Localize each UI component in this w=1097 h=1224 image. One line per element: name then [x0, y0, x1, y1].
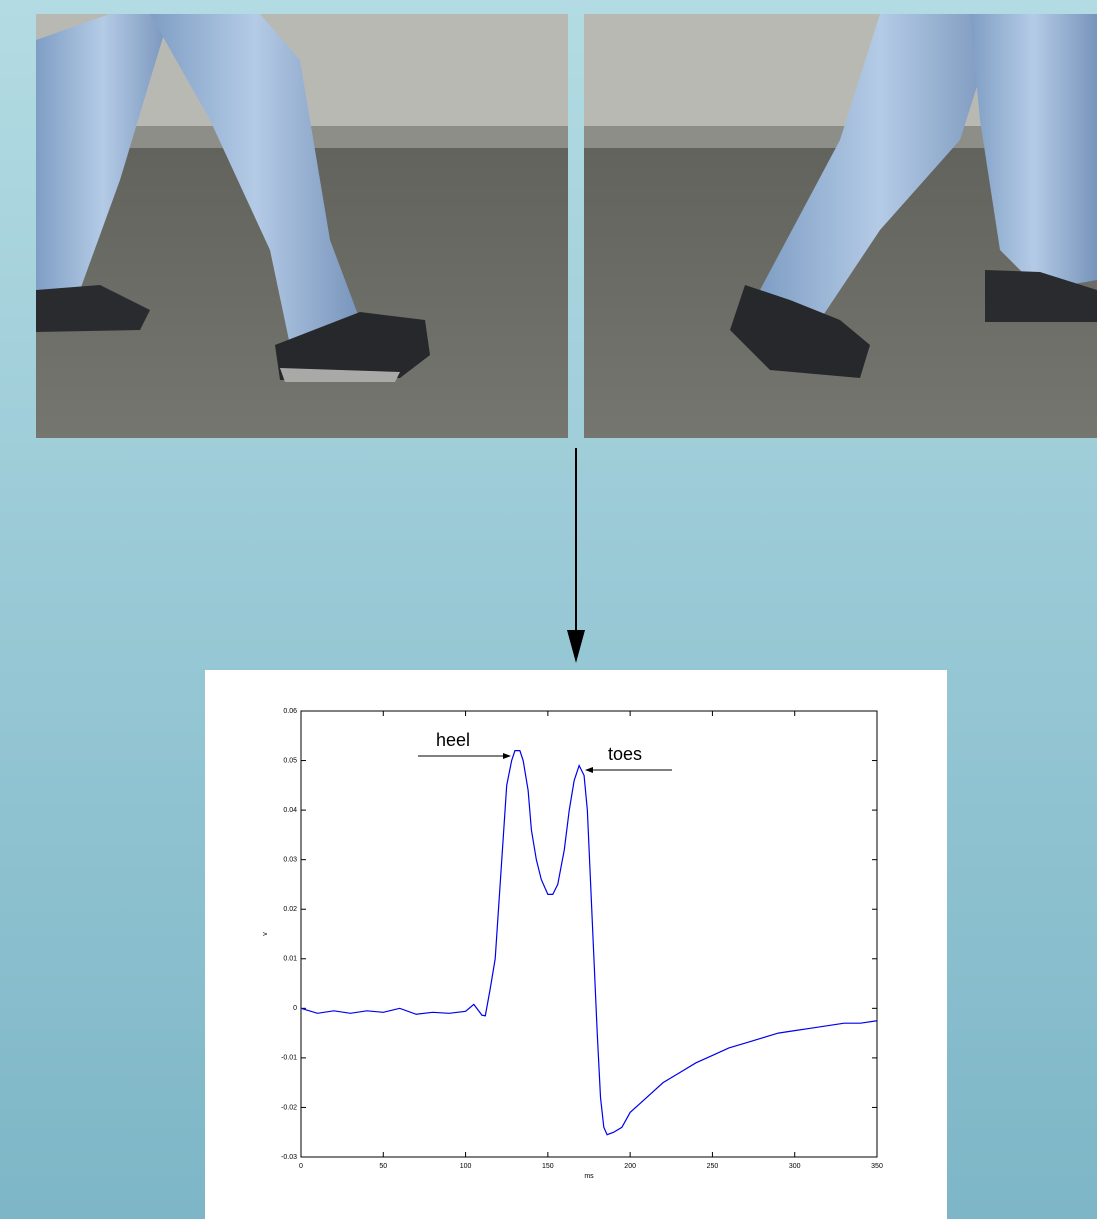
- y-tick-label: 0.01: [283, 956, 297, 963]
- y-tick-label: 0.03: [283, 857, 297, 864]
- x-tick-label: 150: [542, 1163, 554, 1170]
- photo-left: [36, 14, 568, 438]
- slide: ms v heel toes -0.03 -0.02 -0.01 0 0.01 0.02 0…: [0, 0, 1097, 1219]
- annotation: toes: [608, 744, 642, 764]
- y-tick-label: 0.05: [283, 757, 297, 764]
- x-tick-label: 300: [789, 1163, 801, 1170]
- x-tick-label: 250: [707, 1163, 719, 1170]
- x-tick-label: 200: [624, 1163, 636, 1170]
- y-tick-label: 0.02: [283, 906, 297, 913]
- y-tick-label: -0.01: [281, 1055, 297, 1062]
- y-tick-label: -0.03: [281, 1154, 297, 1161]
- x-tick-label: 100: [460, 1163, 472, 1170]
- x-axis-label: ms: [584, 1173, 594, 1180]
- chart-panel: [205, 670, 947, 1219]
- y-axis-label: v: [262, 932, 269, 936]
- y-tick-label: 0: [293, 1005, 297, 1012]
- x-tick-label: 50: [379, 1163, 387, 1170]
- annotation: heel: [436, 730, 470, 750]
- y-tick-label: -0.02: [281, 1104, 297, 1111]
- photo-right: [584, 14, 1097, 438]
- x-tick-label: 350: [871, 1163, 883, 1170]
- y-tick-label: 0.06: [283, 708, 297, 715]
- y-tick-label: 0.04: [283, 807, 297, 814]
- x-tick-label: 0: [299, 1163, 303, 1170]
